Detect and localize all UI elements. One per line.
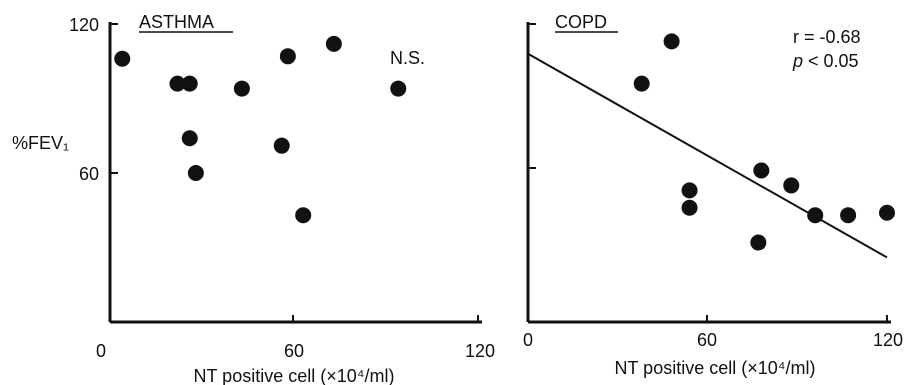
copd-data-point-4 [681,199,698,216]
copd-p-annotation: p < 0.05 [792,51,859,71]
copd-data-point-9 [840,207,857,224]
asthma-data-point-11 [390,80,407,97]
copd-p-text: < 0.05 [803,51,859,71]
asthma-x-tick-label-60: 60 [284,341,304,361]
copd-r-annotation: r = -0.68 [793,27,861,47]
copd-data-point-6 [753,162,770,179]
copd-x-tick-label-120: 120 [873,330,903,350]
copd-x-axis-label: NT positive cell (×10⁴/ml) [615,358,816,378]
copd-data-point-1 [633,75,650,92]
copd-data-point-7 [783,177,800,194]
asthma-data-point-3 [181,75,198,92]
asthma-points [114,35,407,224]
asthma-annotation: N.S. [390,48,425,68]
copd-title: COPD [555,12,607,32]
copd-data-point-3 [681,182,698,199]
asthma-x-axis-label: NT positive cell (×10⁴/ml) [194,366,395,385]
asthma-data-point-2 [169,75,186,92]
copd-fit-line [527,52,888,259]
asthma-data-point-6 [233,80,250,97]
asthma-y-tick-label-60: 60 [79,164,99,184]
asthma-data-point-9 [295,207,312,224]
asthma-x-tick-label-0: 0 [96,341,106,361]
asthma-data-point-7 [273,137,290,154]
copd-data-point-8 [807,207,824,224]
asthma-data-point-1 [114,50,131,67]
copd-panel: 0 60 120 NT positive cell (×10⁴/ml) COPD… [523,12,903,378]
asthma-title: ASTHMA [139,12,214,32]
asthma-data-point-10 [325,35,342,52]
asthma-data-point-5 [187,165,204,181]
copd-x-tick-label-0: 0 [523,330,533,350]
asthma-x-tick-label-120: 120 [465,341,495,361]
copd-data-point-10 [879,204,895,221]
copd-x-tick-label-60: 60 [697,330,717,350]
copd-data-point-5 [750,234,767,251]
asthma-y-axis-label: %FEV₁ [12,133,69,153]
copd-data-point-2 [663,33,680,50]
copd-p-symbol: p [792,51,803,71]
asthma-panel: 120 60 %FEV₁ 0 60 120 NT positive cell (… [12,12,495,385]
copd-points [633,33,895,251]
asthma-data-point-4 [181,130,198,147]
asthma-y-tick-label-120: 120 [69,15,99,35]
asthma-data-point-8 [279,48,296,65]
